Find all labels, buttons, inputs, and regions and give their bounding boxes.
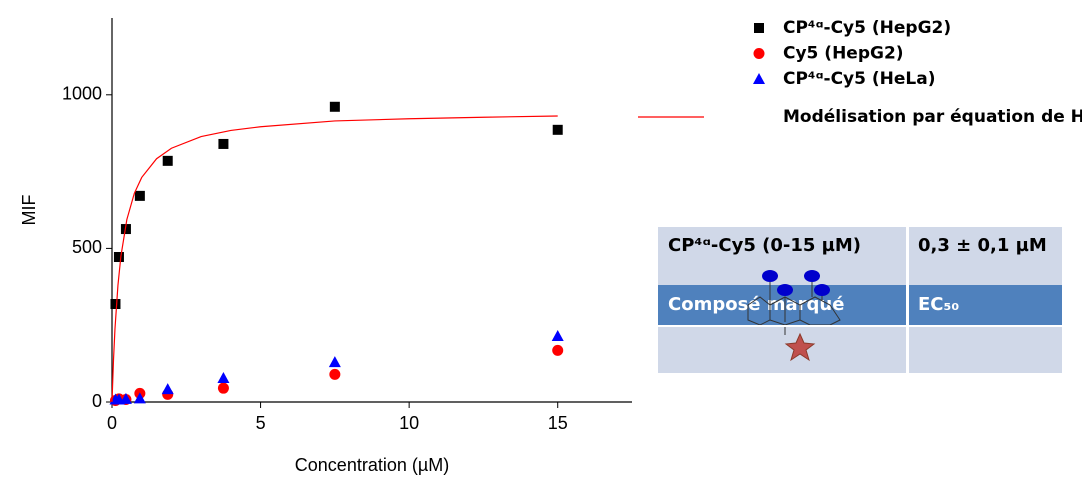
data-point: [217, 372, 230, 384]
data-point: [218, 138, 229, 149]
data-point: [551, 329, 564, 341]
data-point: [552, 124, 563, 135]
data-point: [329, 101, 340, 112]
x-axis-label: Concentration (µM): [295, 455, 449, 475]
legend-label: Cy5 (HepG2): [783, 44, 904, 64]
data-point: [134, 190, 145, 201]
legend-marker: [754, 23, 764, 33]
legend-marker: [753, 48, 765, 59]
molecule-icon: [747, 270, 841, 362]
table-header: EC₅₀: [918, 294, 959, 315]
legend-label: CP⁴ᵅ-Cy5 (HepG2): [783, 18, 951, 38]
y-tick-label: 0: [92, 391, 102, 411]
data-point: [119, 392, 132, 404]
legend-marker: [753, 73, 765, 84]
legend-label: CP⁴ᵅ-Cy5 (HeLa): [783, 69, 936, 89]
fit-line: [111, 115, 558, 403]
y-tick-label: 1000: [62, 84, 102, 104]
data-point: [217, 382, 229, 394]
data-point: [328, 356, 341, 368]
data-point: [162, 155, 173, 166]
data-point: [329, 368, 341, 380]
data-point: [113, 252, 124, 263]
data-point: [552, 344, 564, 356]
table-cell-text: 0,3 ± 0,1 µM: [918, 235, 1047, 256]
data-point: [133, 392, 146, 404]
data-point: [120, 224, 131, 235]
y-tick-label: 500: [72, 237, 102, 257]
data-point: [110, 299, 121, 310]
x-tick-label: 15: [548, 413, 568, 433]
legend-label: Modélisation par équation de Hill: [783, 107, 1082, 127]
y-axis-label: MIF: [19, 195, 39, 226]
table-header-cell: [909, 285, 1062, 325]
table-cell-text: CP⁴ᵅ-Cy5 (0-15 µM): [668, 235, 861, 256]
x-tick-label: 0: [107, 413, 117, 433]
table-header: Composé marqué: [668, 294, 844, 315]
data-point: [161, 383, 174, 395]
x-tick-label: 10: [399, 413, 419, 433]
x-tick-label: 5: [256, 413, 266, 433]
